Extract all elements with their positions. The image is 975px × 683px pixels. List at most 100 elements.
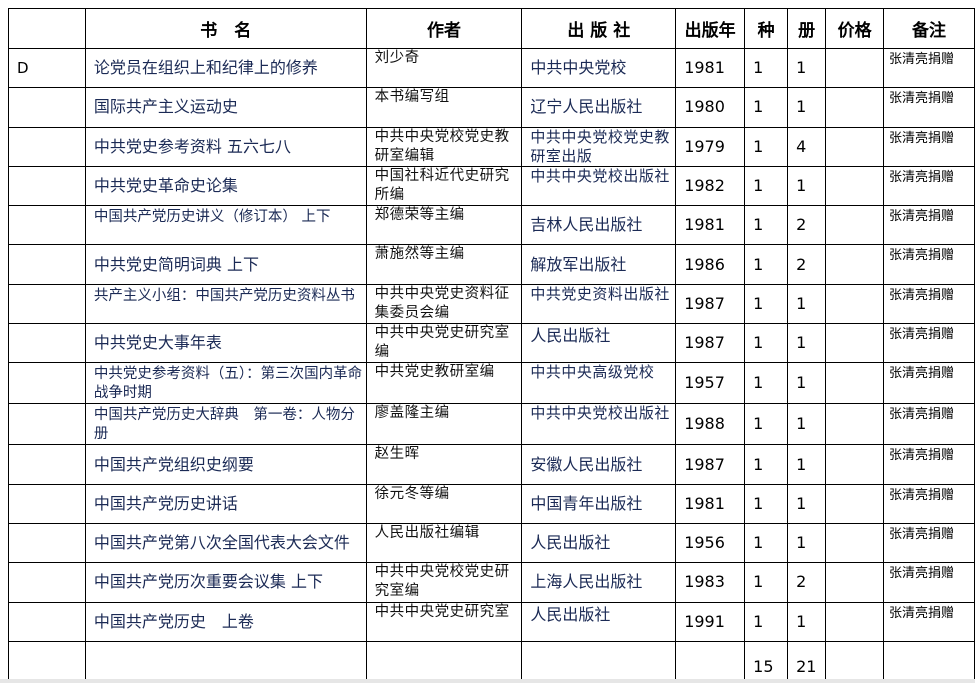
book-table: 书 名 作者 出 版 社 出版年 种 册 价格 备注 D 论党员在组织上和纪律上的… <box>8 8 975 682</box>
cell-year: 1981 <box>675 47 746 89</box>
cell-kinds: 1 <box>744 362 789 405</box>
cell-year: 1991 <box>675 601 746 642</box>
cell-kinds: 1 <box>744 244 789 285</box>
table-row: 中国共产党历史 上卷 中共中央党史研究室 人民出版社 1991 1 1 张清亮捐赠 <box>8 601 975 642</box>
total-price <box>825 640 885 682</box>
header-publisher: 出 版 社 <box>521 8 677 49</box>
cell-kinds: 1 <box>744 126 789 167</box>
total-kinds: 15 <box>744 640 789 682</box>
cell-title: 共产主义小组：中国共产党历史资料丛书 <box>84 283 367 325</box>
total-code <box>8 640 86 682</box>
table-row: 中共党史革命史论集 中国社科近代史研究所编 中共中央党校出版社 1982 1 1 张清亮捐赠 <box>8 165 975 207</box>
cell-publisher: 人民出版社 <box>521 323 677 364</box>
cell-kinds: 1 <box>744 522 789 564</box>
cell-kinds: 1 <box>744 283 789 325</box>
cell-author: 徐元冬等编 <box>365 483 523 524</box>
cell-year: 1987 <box>675 283 746 325</box>
cell-volumes: 2 <box>787 205 827 246</box>
cell-year: 1981 <box>675 483 746 524</box>
cell-title: 中共党史参考资料（五）：第三次国内革命战争时期 <box>84 362 367 405</box>
cell-note: 张清亮捐赠 <box>883 403 975 446</box>
cell-volumes: 1 <box>787 403 827 446</box>
cell-publisher: 中共中央党校出版社 <box>521 165 677 207</box>
cell-year: 1956 <box>675 522 746 564</box>
cell-code <box>8 562 86 603</box>
cell-volumes: 1 <box>787 362 827 405</box>
cell-kinds: 1 <box>744 562 789 603</box>
cell-year: 1988 <box>675 403 746 446</box>
total-year <box>675 640 746 682</box>
table-row: D 论党员在组织上和纪律上的修养 刘少奇 中共中央党校 1981 1 1 张清亮捐赠 <box>8 47 975 89</box>
cell-price <box>825 323 885 364</box>
total-title <box>84 640 367 682</box>
cell-volumes: 1 <box>787 483 827 524</box>
cell-publisher: 吉林人民出版社 <box>521 205 677 246</box>
cell-price <box>825 244 885 285</box>
cell-publisher: 辽宁人民出版社 <box>521 87 677 128</box>
cell-note: 张清亮捐赠 <box>883 165 975 207</box>
cell-publisher: 中共中央党校 <box>521 47 677 89</box>
cell-note: 张清亮捐赠 <box>883 323 975 364</box>
cell-publisher: 中国青年出版社 <box>521 483 677 524</box>
cell-code: D <box>8 47 86 89</box>
cell-note: 张清亮捐赠 <box>883 205 975 246</box>
table-row: 中共党史大事年表 中共中央党史研究室编 人民出版社 1987 1 1 张清亮捐赠 <box>8 323 975 364</box>
cell-price <box>825 562 885 603</box>
cell-title: 中国共产党历史 上卷 <box>84 601 367 642</box>
header-price: 价格 <box>825 8 885 49</box>
cell-volumes: 2 <box>787 562 827 603</box>
cell-year: 1981 <box>675 205 746 246</box>
cell-publisher: 中共中央党校党史教研室出版 <box>521 126 677 167</box>
cell-code <box>8 403 86 446</box>
cell-price <box>825 444 885 485</box>
cell-price <box>825 165 885 207</box>
cell-title: 论党员在组织上和纪律上的修养 <box>84 47 367 89</box>
cell-title: 中共党史革命史论集 <box>84 165 367 207</box>
cell-code <box>8 283 86 325</box>
cell-code <box>8 205 86 246</box>
cell-price <box>825 483 885 524</box>
cell-price <box>825 205 885 246</box>
cell-title: 中共党史简明词典 上下 <box>84 244 367 285</box>
cell-note: 张清亮捐赠 <box>883 562 975 603</box>
cell-code <box>8 362 86 405</box>
cell-kinds: 1 <box>744 323 789 364</box>
cell-title: 中国共产党历史讲话 <box>84 483 367 524</box>
cell-publisher: 上海人民出版社 <box>521 562 677 603</box>
cell-note: 张清亮捐赠 <box>883 362 975 405</box>
header-title: 书 名 <box>84 8 367 49</box>
cell-year: 1986 <box>675 244 746 285</box>
cell-code <box>8 323 86 364</box>
cell-price <box>825 403 885 446</box>
cell-author: 赵生晖 <box>365 444 523 485</box>
total-author <box>365 640 523 682</box>
cell-kinds: 1 <box>744 444 789 485</box>
cell-year: 1957 <box>675 362 746 405</box>
cell-volumes: 4 <box>787 126 827 167</box>
cell-note: 张清亮捐赠 <box>883 244 975 285</box>
cell-kinds: 1 <box>744 205 789 246</box>
cell-year: 1980 <box>675 87 746 128</box>
cell-author: 萧施然等主编 <box>365 244 523 285</box>
cell-note: 张清亮捐赠 <box>883 601 975 642</box>
cell-volumes: 1 <box>787 323 827 364</box>
cell-publisher: 中共党史资料出版社 <box>521 283 677 325</box>
cell-price <box>825 522 885 564</box>
cell-code <box>8 165 86 207</box>
cell-title: 国际共产主义运动史 <box>84 87 367 128</box>
table-row: 共产主义小组：中国共产党历史资料丛书 中共中央党史资料征集委员会编 中共党史资料出版… <box>8 283 975 325</box>
cell-price <box>825 126 885 167</box>
cell-publisher: 人民出版社 <box>521 601 677 642</box>
cell-note: 张清亮捐赠 <box>883 87 975 128</box>
cell-volumes: 1 <box>787 283 827 325</box>
cell-title: 中国共产党历史讲义（修订本） 上下 <box>84 205 367 246</box>
cell-year: 1982 <box>675 165 746 207</box>
cell-price <box>825 283 885 325</box>
cell-year: 1979 <box>675 126 746 167</box>
cell-author: 中共中央党校党史研究室编 <box>365 562 523 603</box>
total-volumes: 21 <box>787 640 827 682</box>
cell-price <box>825 47 885 89</box>
cell-author: 中共中央党史资料征集委员会编 <box>365 283 523 325</box>
total-note <box>883 640 975 682</box>
cell-price <box>825 87 885 128</box>
